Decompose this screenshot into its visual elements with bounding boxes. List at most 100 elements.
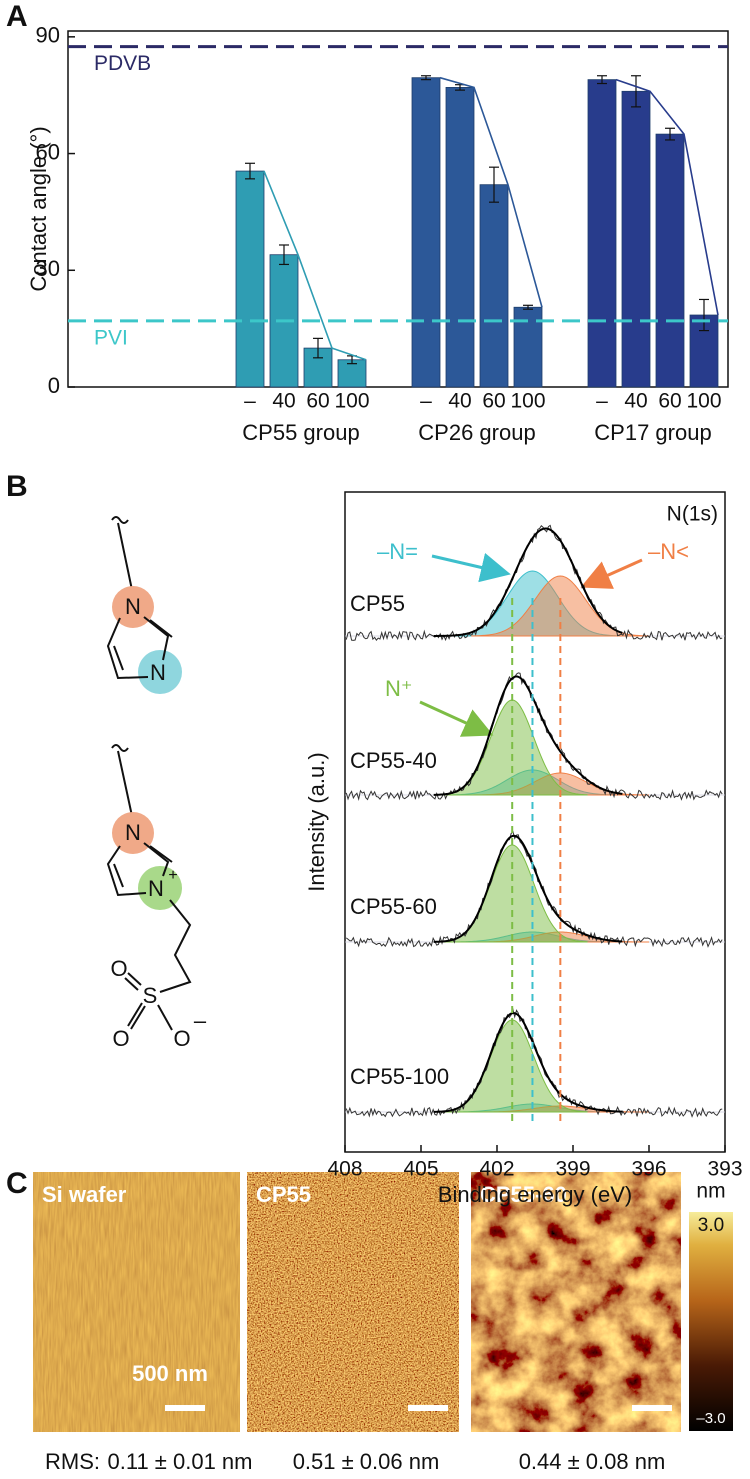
x-tick-label: 399 bbox=[555, 1158, 590, 1181]
chart-title: N(1s) bbox=[667, 503, 718, 526]
atom: O bbox=[112, 1026, 129, 1051]
x-tick-label: – bbox=[244, 390, 256, 413]
atom: O bbox=[110, 956, 127, 981]
annotation: –N= bbox=[377, 539, 418, 564]
error-bar bbox=[699, 298, 709, 332]
atom: N bbox=[148, 876, 164, 901]
bar bbox=[513, 306, 543, 388]
x-tick-label: 60 bbox=[482, 390, 505, 413]
charge: + bbox=[168, 867, 177, 884]
x-tick-label: 405 bbox=[403, 1158, 438, 1181]
x-tick-label: – bbox=[420, 390, 432, 413]
atom-highlight bbox=[112, 812, 154, 854]
atom-highlight bbox=[112, 586, 154, 628]
spectrum-label: CP55-100 bbox=[350, 1064, 449, 1089]
rms-value: 0.11 ± 0.01 nm bbox=[108, 1449, 253, 1474]
rms-prefix: RMS: bbox=[45, 1449, 100, 1474]
x-axis-label: Binding energy (eV) bbox=[438, 1182, 632, 1207]
rms-value: 0.51 ± 0.06 nm bbox=[293, 1449, 440, 1474]
y-tick-label: 0 bbox=[48, 373, 60, 398]
annotation: N⁺ bbox=[385, 676, 413, 701]
image-label: CP55-60 bbox=[480, 1182, 567, 1207]
x-tick-label: 393 bbox=[707, 1158, 742, 1181]
structure: N N + S O O O – bbox=[106, 744, 207, 1051]
error-bar bbox=[523, 304, 533, 310]
error-bar bbox=[245, 162, 255, 180]
colorbar-unit: nm bbox=[696, 1180, 725, 1203]
image-label: Si wafer bbox=[42, 1182, 127, 1207]
x-tick-label: 396 bbox=[631, 1158, 666, 1181]
spectrum-label: CP55-60 bbox=[350, 894, 437, 919]
afm-image bbox=[33, 1172, 240, 1432]
error-bar bbox=[665, 127, 675, 141]
reference-label: PVI bbox=[94, 326, 128, 349]
afm-image bbox=[247, 1172, 459, 1432]
bond bbox=[111, 744, 133, 817]
arrow bbox=[431, 552, 511, 583]
bond bbox=[111, 516, 133, 591]
atom: S bbox=[143, 983, 158, 1008]
error-bar bbox=[489, 166, 499, 203]
plot-frame bbox=[67, 30, 729, 388]
y-tick-label: 30 bbox=[36, 256, 60, 281]
x-tick-label: 100 bbox=[686, 390, 721, 413]
rms-value: 0.44 ± 0.08 nm bbox=[519, 1449, 666, 1474]
atom: N bbox=[125, 594, 141, 619]
charge: – bbox=[194, 1008, 207, 1033]
fit-envelope bbox=[433, 527, 623, 637]
colorbar bbox=[689, 1212, 733, 1431]
bond bbox=[106, 842, 192, 1031]
image-label: CP55 bbox=[256, 1182, 311, 1207]
trend-line bbox=[263, 170, 367, 361]
plot-frame bbox=[344, 491, 726, 1153]
error-bar bbox=[313, 337, 323, 359]
scale-bar bbox=[632, 1405, 672, 1411]
group-label: CP55 group bbox=[242, 420, 359, 445]
bar bbox=[587, 79, 617, 388]
fit-envelope bbox=[433, 834, 623, 943]
error-bar bbox=[631, 75, 641, 108]
spectrum-label: CP55-40 bbox=[350, 748, 437, 773]
trend-line bbox=[615, 78, 719, 316]
structure: N N bbox=[106, 516, 182, 694]
atom-highlight bbox=[138, 650, 182, 694]
colorbar-tick-label: –3.0 bbox=[696, 1410, 725, 1427]
atom: O bbox=[173, 1026, 190, 1051]
atom: N bbox=[150, 660, 166, 685]
bar bbox=[655, 133, 685, 388]
reference-label: PDVB bbox=[94, 52, 151, 75]
error-bar bbox=[279, 244, 289, 266]
y-tick-label: 90 bbox=[36, 23, 60, 48]
scale-bar bbox=[408, 1405, 448, 1411]
bar bbox=[479, 184, 509, 388]
bond bbox=[106, 616, 173, 680]
x-tick-label: 408 bbox=[327, 1158, 362, 1181]
error-bar bbox=[597, 75, 607, 85]
fit-envelope bbox=[433, 675, 623, 796]
bar bbox=[445, 87, 475, 388]
x-tick-label: 40 bbox=[448, 390, 471, 413]
x-tick-label: 60 bbox=[306, 390, 329, 413]
panel-label: C bbox=[6, 1167, 28, 1200]
annotation: –N< bbox=[648, 539, 689, 564]
scale-bar-label: 500 nm bbox=[132, 1361, 208, 1386]
panel-label: B bbox=[6, 470, 28, 503]
y-tick-label: 60 bbox=[36, 139, 60, 164]
bar bbox=[621, 90, 651, 388]
atom-highlight bbox=[138, 866, 182, 910]
x-tick-label: 40 bbox=[624, 390, 647, 413]
x-tick-label: 402 bbox=[479, 1158, 514, 1181]
error-bar bbox=[421, 75, 431, 81]
trend-line bbox=[439, 76, 543, 308]
x-tick-label: 100 bbox=[334, 390, 369, 413]
bar bbox=[235, 170, 265, 388]
arrow bbox=[580, 558, 643, 589]
x-tick-label: – bbox=[596, 390, 608, 413]
y-axis-label: Intensity (a.u.) bbox=[304, 752, 329, 891]
scale-bar bbox=[165, 1405, 205, 1411]
spectrum-raw bbox=[345, 524, 723, 642]
y-axis-label: Contact angle (°) bbox=[26, 126, 51, 291]
spectrum-label: CP55 bbox=[350, 591, 405, 616]
colorbar-tick-label: 3.0 bbox=[698, 1215, 724, 1236]
